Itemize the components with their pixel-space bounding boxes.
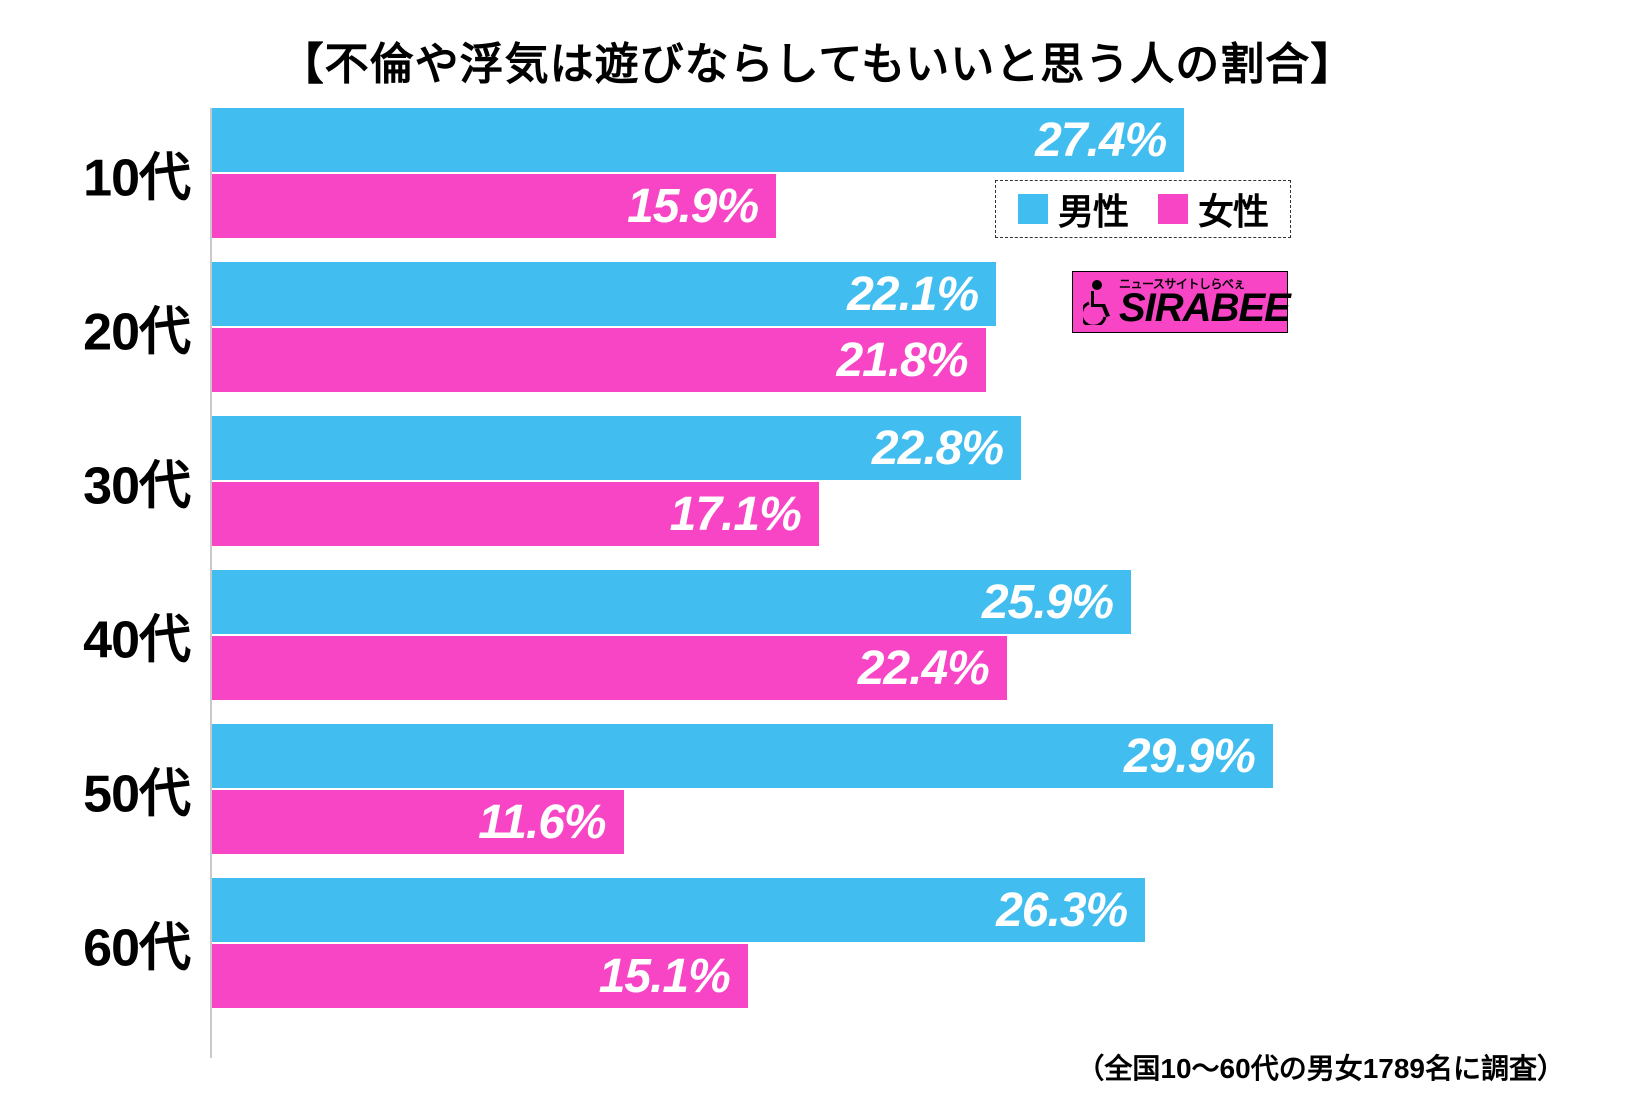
bar-value-label: 29.9%: [1124, 729, 1255, 784]
bar-value-label: 22.4%: [858, 641, 989, 696]
bar-female: 22.4%: [212, 636, 1007, 700]
bar-value-label: 27.4%: [1035, 113, 1166, 168]
legend-label: 女性: [1198, 183, 1268, 235]
bar-value-label: 22.1%: [847, 267, 978, 322]
bar-male: 26.3%: [212, 878, 1145, 942]
legend-label: 男性: [1058, 183, 1128, 235]
category-label: 50代: [83, 752, 190, 827]
bar-male: 29.9%: [212, 724, 1273, 788]
brand-icon-wrap: [1083, 276, 1113, 328]
person-wheelchair-icon: [1083, 279, 1113, 325]
category-label: 20代: [83, 290, 190, 365]
legend-item: 男性: [1018, 183, 1128, 235]
bar-value-label: 26.3%: [996, 883, 1127, 938]
bar-value-label: 17.1%: [670, 487, 801, 542]
bar-value-label: 15.1%: [599, 949, 730, 1004]
brand-badge: ニュースサイトしらべぇ SIRABEE: [1072, 271, 1288, 333]
bar-value-label: 15.9%: [627, 179, 758, 234]
bar-female: 21.8%: [212, 328, 986, 392]
bar-value-label: 25.9%: [982, 575, 1113, 630]
bar-value-label: 22.8%: [872, 421, 1003, 476]
category-label: 60代: [83, 906, 190, 981]
bar-female: 17.1%: [212, 482, 819, 546]
chart-plot-area: 10代27.4%15.9%20代22.1%21.8%30代22.8%17.1%4…: [210, 108, 1310, 1058]
bar-group: 30代22.8%17.1%: [210, 416, 1310, 546]
chart-footnote: （全国10〜60代の男女1789名に調査）: [1076, 1047, 1565, 1087]
category-label: 10代: [83, 136, 190, 211]
legend: 男性 女性: [995, 180, 1291, 238]
bar-value-label: 21.8%: [836, 333, 967, 388]
bar-group: 40代25.9%22.4%: [210, 570, 1310, 700]
bar-male: 25.9%: [212, 570, 1131, 634]
chart-title: 【不倫や浮気は遊びならしてもいいと思う人の割合】: [0, 0, 1635, 92]
legend-swatch: [1158, 194, 1188, 224]
bar-male: 22.1%: [212, 262, 996, 326]
bar-group: 50代29.9%11.6%: [210, 724, 1310, 854]
bar-male: 27.4%: [212, 108, 1184, 172]
bar-value-label: 11.6%: [478, 795, 606, 850]
category-label: 30代: [83, 444, 190, 519]
category-label: 40代: [83, 598, 190, 673]
bar-female: 15.9%: [212, 174, 776, 238]
legend-swatch: [1018, 194, 1048, 224]
bar-group: 60代26.3%15.1%: [210, 878, 1310, 1008]
legend-item: 女性: [1158, 183, 1268, 235]
bar-male: 22.8%: [212, 416, 1021, 480]
bar-female: 11.6%: [212, 790, 624, 854]
brand-main-text: SIRABEE: [1119, 290, 1290, 326]
bar-female: 15.1%: [212, 944, 748, 1008]
